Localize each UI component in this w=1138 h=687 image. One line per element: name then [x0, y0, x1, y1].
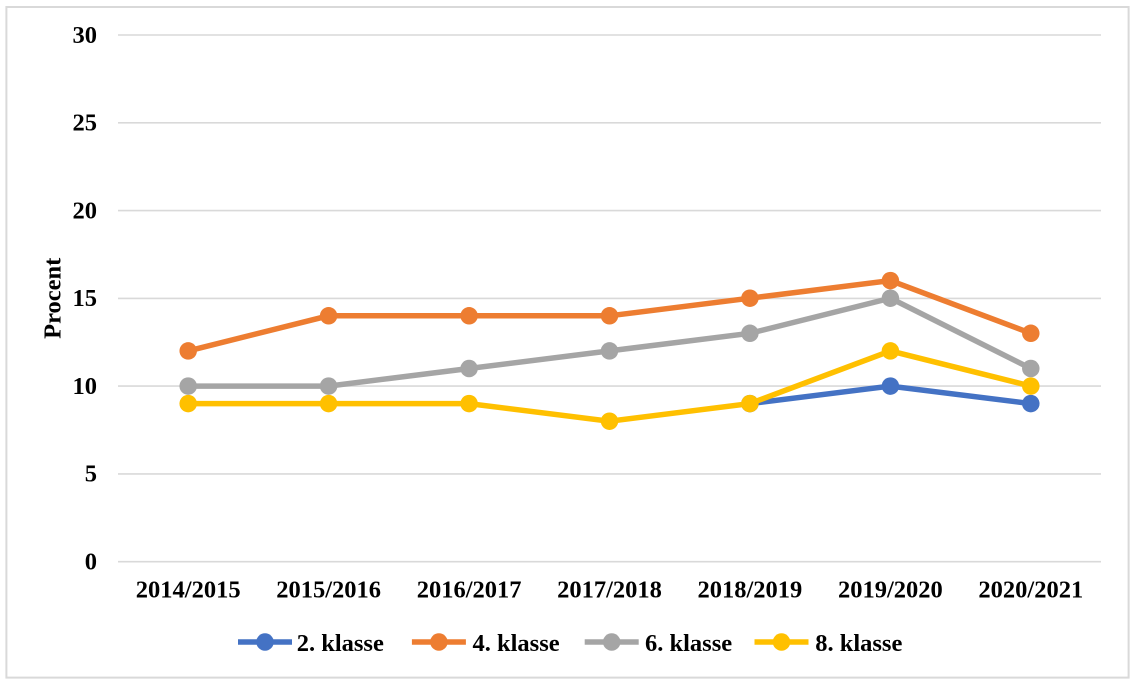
svg-text:30: 30 — [73, 22, 98, 49]
svg-text:2019/2020: 2019/2020 — [838, 577, 943, 604]
svg-text:2014/2015: 2014/2015 — [136, 577, 241, 604]
svg-text:2016/2017: 2016/2017 — [417, 577, 522, 604]
svg-text:2. klasse: 2. klasse — [297, 630, 384, 657]
svg-text:4. klasse: 4. klasse — [473, 630, 560, 657]
svg-text:10: 10 — [73, 373, 98, 400]
svg-text:2015/2016: 2015/2016 — [276, 577, 381, 604]
svg-text:2018/2019: 2018/2019 — [697, 577, 802, 604]
svg-text:2017/2018: 2017/2018 — [557, 577, 662, 604]
svg-text:20: 20 — [73, 197, 98, 224]
svg-text:6. klasse: 6. klasse — [645, 630, 732, 657]
svg-text:2020/2021: 2020/2021 — [978, 577, 1083, 604]
svg-text:0: 0 — [85, 549, 97, 576]
svg-text:5: 5 — [85, 461, 97, 488]
svg-text:15: 15 — [73, 285, 98, 312]
svg-text:Procent: Procent — [40, 257, 67, 339]
svg-text:25: 25 — [73, 110, 98, 137]
svg-text:8. klasse: 8. klasse — [815, 630, 902, 657]
